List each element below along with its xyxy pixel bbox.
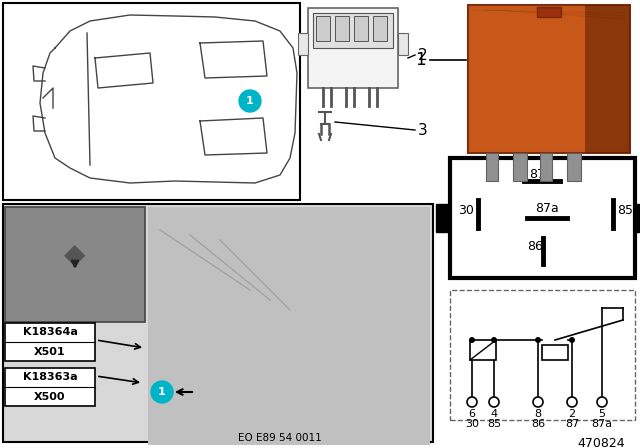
Text: 86: 86 bbox=[531, 419, 545, 429]
Bar bbox=[470, 340, 496, 360]
Text: 3: 3 bbox=[418, 122, 428, 138]
Text: 87: 87 bbox=[529, 168, 545, 181]
Text: K18364a: K18364a bbox=[22, 327, 77, 337]
Text: EO E89 54 0011: EO E89 54 0011 bbox=[238, 433, 322, 443]
Text: 85: 85 bbox=[487, 419, 501, 429]
Bar bbox=[542, 345, 568, 360]
Text: X500: X500 bbox=[35, 392, 66, 402]
Bar bbox=[316, 16, 330, 41]
Bar bbox=[486, 153, 498, 181]
Bar bbox=[450, 158, 635, 278]
Bar bbox=[5, 207, 145, 322]
Text: X501: X501 bbox=[34, 347, 66, 357]
Text: 470824: 470824 bbox=[577, 436, 625, 448]
Circle shape bbox=[467, 397, 477, 407]
Text: 87a: 87a bbox=[591, 419, 612, 429]
Bar bbox=[308, 8, 398, 88]
Bar bbox=[635, 204, 640, 232]
Bar bbox=[148, 207, 430, 445]
Circle shape bbox=[491, 337, 497, 343]
Bar bbox=[398, 33, 408, 55]
Text: 30: 30 bbox=[465, 419, 479, 429]
Bar bbox=[5, 368, 95, 406]
Text: 85: 85 bbox=[617, 203, 633, 216]
Text: 86: 86 bbox=[527, 240, 543, 253]
Bar bbox=[567, 153, 581, 181]
Text: ◆: ◆ bbox=[64, 241, 86, 269]
Polygon shape bbox=[585, 5, 630, 153]
Circle shape bbox=[533, 397, 543, 407]
Bar bbox=[3, 204, 433, 442]
Text: 5: 5 bbox=[598, 409, 605, 419]
Bar bbox=[298, 33, 308, 55]
Text: 1: 1 bbox=[246, 96, 254, 106]
Circle shape bbox=[239, 90, 261, 112]
Text: 1: 1 bbox=[158, 387, 166, 397]
Text: K18363a: K18363a bbox=[22, 372, 77, 382]
Bar bbox=[537, 7, 561, 17]
Circle shape bbox=[151, 381, 173, 403]
Bar bbox=[335, 16, 349, 41]
Bar bbox=[354, 16, 368, 41]
Circle shape bbox=[489, 397, 499, 407]
Text: 2: 2 bbox=[568, 409, 575, 419]
Circle shape bbox=[535, 337, 541, 343]
Circle shape bbox=[469, 337, 475, 343]
Text: 87: 87 bbox=[565, 419, 579, 429]
Bar bbox=[373, 16, 387, 41]
Text: 6: 6 bbox=[468, 409, 476, 419]
Bar bbox=[540, 153, 552, 181]
Text: 30: 30 bbox=[458, 203, 474, 216]
Bar bbox=[450, 290, 635, 420]
Text: 2: 2 bbox=[418, 47, 428, 63]
Bar bbox=[313, 13, 393, 48]
Circle shape bbox=[567, 397, 577, 407]
Text: 8: 8 bbox=[534, 409, 541, 419]
Text: 1: 1 bbox=[415, 51, 426, 69]
Bar bbox=[5, 323, 95, 361]
Circle shape bbox=[597, 397, 607, 407]
Text: 4: 4 bbox=[490, 409, 497, 419]
Bar bbox=[436, 204, 450, 232]
Bar bbox=[468, 5, 630, 153]
Text: 87a: 87a bbox=[535, 202, 559, 215]
Bar bbox=[3, 3, 300, 200]
Circle shape bbox=[569, 337, 575, 343]
Bar bbox=[513, 153, 527, 181]
